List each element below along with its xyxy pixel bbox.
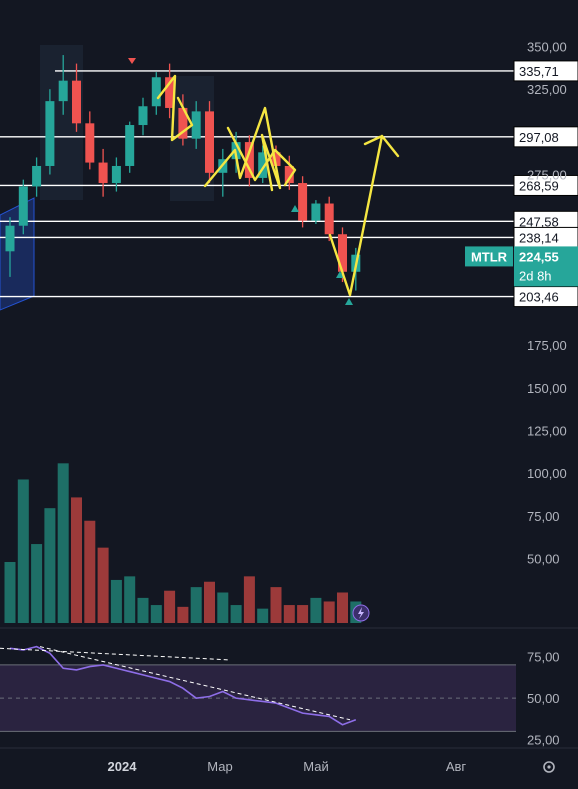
price-tick-label: 350,00 (527, 40, 567, 55)
level-label-text: 335,71 (519, 64, 559, 79)
volume-bar (270, 587, 282, 623)
candle-body (111, 165, 121, 184)
rsi-line (9, 645, 357, 726)
volume-bar (230, 605, 242, 623)
time-axis-label: Мар (207, 759, 232, 774)
candle-body (18, 186, 28, 226)
price-tick-label: 175,00 (527, 338, 567, 353)
volume-bar (297, 605, 309, 623)
level-label-box (513, 286, 578, 308)
lightning-glyph (358, 607, 364, 619)
candle-body (45, 101, 55, 166)
candle-body (311, 203, 321, 221)
candle-body (205, 111, 214, 173)
volume-bar (137, 597, 149, 623)
candle-body (85, 123, 95, 163)
volume-bar (97, 547, 109, 623)
annotation-stroke (226, 126, 297, 187)
candle-body (178, 107, 188, 139)
volume-bar (124, 576, 136, 623)
candle-body (98, 162, 108, 184)
time-axis-label: Авг (446, 759, 467, 774)
candle-body (338, 234, 347, 272)
volume-bar (71, 497, 82, 623)
volume-bar (217, 592, 229, 623)
candle-body (5, 225, 15, 252)
price-tick-label: 50,00 (527, 551, 560, 566)
gear-icon-center (547, 765, 551, 769)
volume-bar (190, 587, 202, 623)
candle-body (191, 111, 201, 139)
volume-bar (243, 576, 255, 623)
volume-bar (164, 590, 176, 623)
price-tick-label: 75,00 (527, 509, 560, 524)
gear-icon[interactable] (543, 761, 555, 773)
candle-body (165, 77, 175, 108)
volume-bar (150, 605, 162, 623)
volume-bar (110, 579, 122, 623)
time-axis-label: Май (303, 759, 328, 774)
rsi-tick-label: 25,00 (527, 733, 560, 748)
price-tick-label: 150,00 (527, 381, 567, 396)
volume-bar (57, 463, 69, 623)
annotation-stroke (328, 134, 400, 297)
annotation-stroke (203, 106, 282, 192)
price-tick-label: 275,00 (527, 168, 567, 183)
level-label-box (513, 174, 578, 196)
volume-bar (257, 608, 269, 623)
volume-bar (4, 562, 16, 623)
candle-body (151, 77, 161, 107)
price-tick-label: 325,00 (527, 82, 567, 97)
candle-body (58, 80, 68, 102)
level-label-text: 238,14 (519, 230, 559, 245)
ticker-badge (465, 246, 513, 267)
last-price-text: 224,55 (519, 249, 559, 264)
volume-bar (31, 544, 43, 623)
candle-body (138, 106, 148, 126)
volume-bar (204, 581, 215, 623)
candle-body (258, 152, 268, 178)
time-axis-label: 2024 (108, 759, 138, 774)
price-tick-label: 100,00 (527, 466, 567, 481)
ticker-badge-text: MTLR (471, 249, 508, 264)
rsi-tick-label: 50,00 (527, 691, 560, 706)
volume-bar (84, 520, 96, 623)
candle-body (125, 125, 135, 166)
candle-body (244, 142, 254, 178)
price-tick-label: 125,00 (527, 423, 567, 438)
buy-signal-marker (291, 205, 299, 212)
volume-bar (44, 508, 56, 623)
level-label-box (513, 126, 578, 148)
last-price-badge (514, 246, 578, 287)
candle-body (298, 183, 308, 221)
channel-box (0, 197, 35, 311)
candle-body (324, 203, 334, 235)
volume-bar (323, 601, 335, 623)
volume-bar (337, 592, 348, 623)
level-label-text: 247,58 (519, 214, 559, 229)
rsi-trendline (0, 647, 231, 661)
volume-bar (283, 605, 295, 623)
volume-bar (310, 597, 322, 623)
volume-bar (177, 606, 189, 623)
candle-body (284, 165, 294, 184)
candle-body (72, 80, 81, 124)
level-label-box (513, 60, 578, 82)
sell-signal-marker (128, 58, 136, 64)
rsi-tick-label: 75,00 (527, 650, 560, 665)
level-label-text: 203,46 (519, 290, 559, 305)
volume-bar (17, 479, 29, 623)
countdown-text: 2d 8h (519, 268, 552, 283)
candle-body (32, 165, 42, 187)
annotation-stroke (156, 74, 194, 142)
buy-signal-marker (345, 298, 353, 305)
level-label-text: 268,59 (519, 178, 559, 193)
buy-signal-marker (336, 271, 344, 278)
level-label-text: 297,08 (519, 130, 559, 145)
candle-body (271, 152, 281, 166)
